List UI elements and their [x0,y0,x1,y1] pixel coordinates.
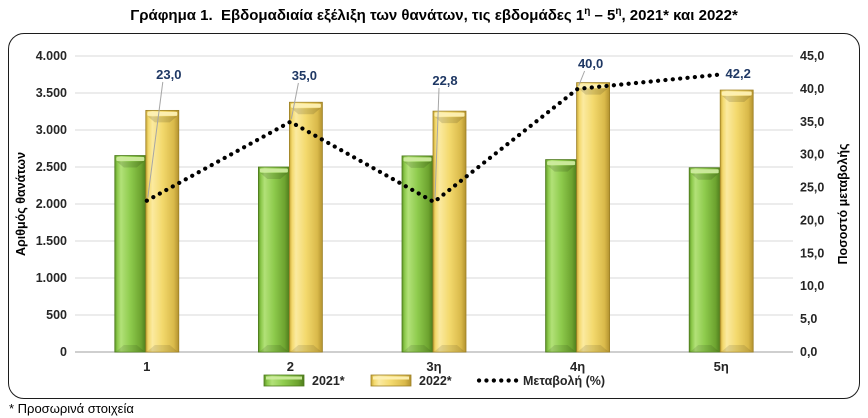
bar-2021-week3-top-bevel [404,161,431,168]
left-axis-tick-label: 3.500 [36,86,67,100]
category-label: 4η [570,359,585,374]
point-label: 42,2 [726,66,751,81]
bar-2022-week3 [432,110,467,353]
right-axis-tick-label: 15,0 [800,246,824,260]
bar-2021-week1 [114,155,147,353]
left-axis-tick-label: 2.500 [36,160,67,174]
bar-2022-week2-bottom-bevel [291,345,321,351]
bar-2022-week5-top-highlight [721,91,752,96]
bar-2021-week1-top-highlight [116,157,145,162]
legend-swatch-2022-highlight [373,376,409,380]
point-label-leader [434,87,440,200]
point-label: 35,0 [292,68,317,83]
point-label: 23,0 [156,67,181,82]
bar-2021-week5-top-bevel [691,173,719,180]
point-label-leader [147,81,164,198]
bar-2021-week3 [401,155,434,353]
point-label: 40,0 [578,56,603,71]
point-label-leader [578,70,586,87]
bar-2022-week3-bottom-bevel [435,345,464,351]
bar-2022-week2-top-highlight [290,103,321,108]
chart-title-part2: – 5 [590,7,616,24]
bar-2022-week2 [288,101,323,353]
bar-2021-week4 [545,159,577,353]
bar-2022-week3-top-bevel [435,117,464,124]
left-axis-tick-label: 500 [46,308,67,322]
legend-swatch-2021 [263,374,305,387]
right-axis-title: Ποσοστό μεταβολής [836,144,850,265]
bar-2022-week5-bottom-bevel [722,345,752,351]
right-axis-tick-label: 35,0 [800,115,824,129]
footnote: * Προσωρινά στοιχεία [9,401,134,416]
bar-2021-week2-top-highlight [259,168,288,173]
bar-2022-week4-bottom-bevel [578,345,608,351]
bar-2021-week4-top-highlight [547,161,576,166]
chart-title-part1: Γράφημα 1. Εβδομαδιαία εξέλιξη των θανάτ… [130,7,585,24]
category-label: 3η [426,359,441,374]
bar-2022-week1-bottom-bevel [147,345,177,351]
right-axis-tick-label: 5,0 [800,312,817,326]
chart-canvas: 0 500 1.000 1.500 2.000 2.500 3.000 3.500 4.000 0… [14,49,850,388]
bar-2022-week3-top-highlight [434,112,465,117]
bar-2022-week5-top-bevel [722,96,752,103]
chart-title-sup2: η [615,6,622,17]
change-line [144,72,724,205]
point-label: 22,8 [432,73,457,88]
chart-border-box: 0 500 1.000 1.500 2.000 2.500 3.000 3.500 4.000 0… [8,33,860,399]
legend-label-2021: 2021* [312,374,345,388]
category-label: 1 [143,359,150,374]
chart-title-part3: , 2021* και 2022* [621,7,738,24]
left-axis-tick-label: 1.000 [36,271,67,285]
bar-2021-week1-bottom-bevel [116,345,144,351]
bar-2021-week2-top-bevel [260,173,288,179]
left-axis-tick-label: 0 [60,345,67,359]
right-axis-tick-label: 25,0 [800,181,824,195]
bar-2021-week3-top-highlight [403,157,432,162]
chart-title: Γράφημα 1. Εβδομαδιαία εξέλιξη των θανάτ… [0,6,868,25]
bar-2022-week4 [576,82,610,353]
bar-2022-week5 [719,89,754,353]
legend-swatch-2022 [370,374,412,387]
bar-2022-week1-top-bevel [147,116,177,123]
bar-2021-week2-bottom-bevel [260,345,288,351]
right-axis-tick-label: 30,0 [800,148,824,162]
bar-2021-week5 [688,167,721,353]
left-axis-tick-label: 1.500 [36,234,67,248]
category-label: 2 [287,359,294,374]
bar-2021-week3-bottom-bevel [404,345,431,351]
bar-2022-week1 [145,109,180,353]
right-axis-tick-label: 45,0 [800,49,824,63]
category-label: 5η [714,359,729,374]
bar-2021-week5-bottom-bevel [691,345,719,351]
bar-2022-week4-top-bevel [578,88,608,95]
left-axis-tick-label: 4.000 [36,49,67,63]
left-axis-tick-label: 3.000 [36,123,67,137]
right-axis-tick-label: 0,0 [800,345,817,359]
right-axis-tick-label: 40,0 [800,82,824,96]
bar-2021-week4-top-bevel [547,165,575,172]
legend-label-2022: 2022* [419,374,452,388]
legend-label-change: Μεταβολή (%) [523,374,605,388]
left-axis-tick-label: 2.000 [36,197,67,211]
right-axis-tick-label: 20,0 [800,213,824,227]
bar-2022-week2-top-bevel [291,108,321,115]
bar-2021-week1-top-bevel [116,161,144,168]
bar-2022-week1-top-highlight [147,111,178,116]
point-label-leader [290,82,299,119]
bar-2021-week4-bottom-bevel [547,345,575,351]
left-axis-title: Αριθμός θανάτων [14,152,28,256]
chart-title-sup1: η [584,6,591,17]
right-axis-tick-label: 10,0 [800,279,824,293]
bar-2021-week2 [257,166,290,353]
bar-2021-week5-top-highlight [690,169,719,174]
legend-swatch-2021-highlight [266,376,302,380]
